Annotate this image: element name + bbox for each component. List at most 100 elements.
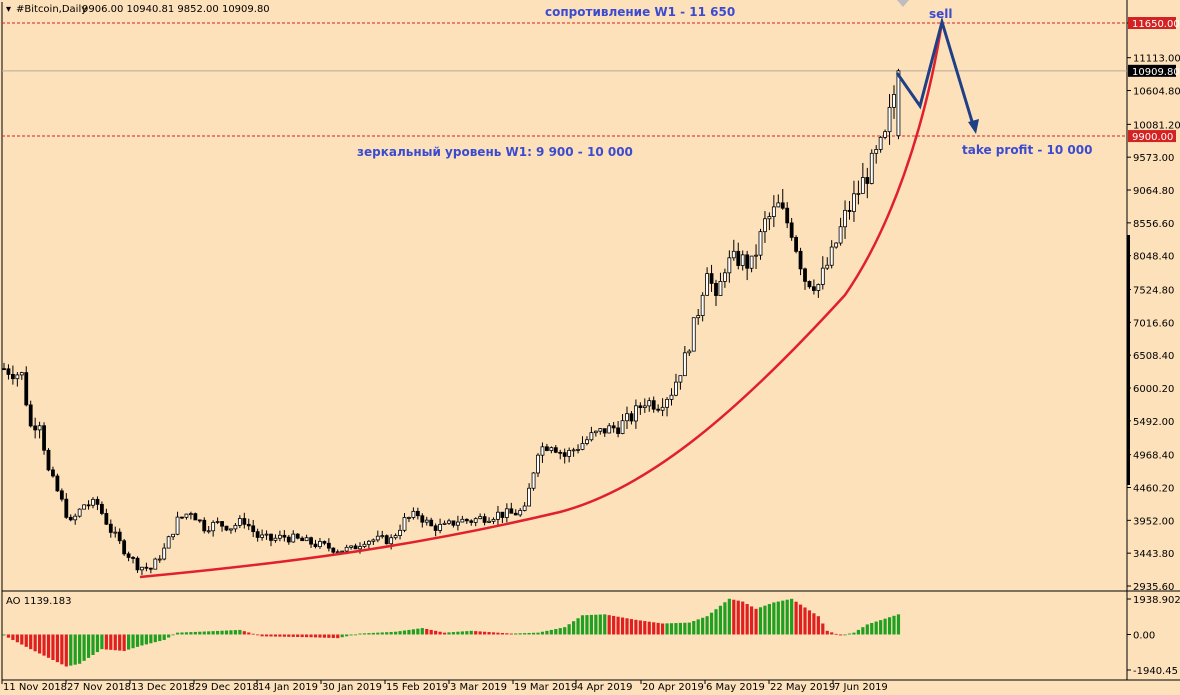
time-tick-label: 13 Dec 2018	[131, 682, 195, 693]
ao-bar	[385, 632, 389, 635]
price-marker-box	[1128, 17, 1176, 29]
candle-body	[331, 547, 336, 553]
ao-bar	[100, 634, 104, 650]
price-tick-label: 3443.80	[1133, 549, 1174, 560]
trend-curve[interactable]	[139, 21, 944, 579]
candle-body	[700, 294, 705, 316]
candle-body	[687, 350, 692, 354]
ao-bar	[331, 634, 335, 638]
price-tick-label: 6000.20	[1133, 384, 1174, 395]
candle-body	[491, 518, 496, 522]
candle-body	[642, 405, 647, 408]
ao-bar	[758, 607, 763, 635]
price-tick-label: 7524.80	[1133, 286, 1174, 297]
candle-body	[206, 530, 211, 533]
level-lines	[2, 22, 1127, 137]
ohlc-readout: 9906.00 10940.81 9852.00 10909.80	[82, 4, 270, 15]
candle-body	[2, 368, 6, 371]
ao-bar	[20, 634, 24, 645]
arrowhead-icon	[968, 119, 979, 134]
candle-body	[656, 408, 661, 411]
candle-body	[504, 508, 509, 518]
ao-bar	[563, 627, 567, 635]
ao-bar	[732, 599, 736, 635]
time-tick-label: 6 May 2019	[706, 682, 765, 693]
dropdown-arrow-icon[interactable]: ▾	[6, 4, 11, 15]
ao-bar	[469, 630, 473, 635]
ao-bar	[821, 623, 825, 635]
ao-bar	[336, 634, 340, 639]
ao-bar	[38, 634, 42, 654]
candle-body	[852, 193, 856, 212]
candle-body	[602, 428, 607, 434]
candle-body	[634, 405, 638, 422]
time-tick-label: 11 Nov 2018	[3, 682, 67, 693]
candle-body	[86, 504, 91, 507]
candle-body	[313, 543, 318, 548]
ao-bar	[389, 631, 393, 635]
candle-body	[10, 374, 15, 380]
ao-bar	[287, 634, 291, 637]
price-tick-label: 3952.00	[1133, 516, 1174, 527]
ao-bar	[536, 632, 540, 635]
candle-body	[135, 557, 140, 571]
ao-bar	[167, 634, 171, 638]
candle-body	[251, 525, 256, 533]
candle-body	[816, 284, 821, 291]
candle-body	[318, 541, 322, 548]
candle-body	[496, 511, 500, 520]
candle-body	[82, 504, 86, 510]
candle-body	[171, 533, 176, 538]
candle-body	[233, 524, 238, 530]
chart-shift-marker-icon[interactable]	[897, 0, 909, 7]
candle-body	[469, 520, 474, 523]
ao-bar	[883, 618, 887, 635]
candle-body	[678, 375, 683, 383]
ao-bar	[531, 632, 536, 635]
ao-bar	[678, 622, 682, 635]
candle-body	[295, 533, 300, 539]
ao-bar	[376, 632, 380, 635]
candle-body	[593, 430, 598, 434]
candle-body	[389, 537, 394, 545]
ao-bar	[781, 600, 785, 635]
candle-body	[589, 432, 594, 441]
candle-body	[482, 516, 487, 523]
price-marker-label: 10909.80	[1132, 67, 1180, 78]
sell-annotation: sell	[929, 7, 953, 21]
ao-bar	[135, 634, 140, 647]
candle-body	[749, 255, 754, 269]
time-tick-label: 14 Jan 2019	[258, 682, 318, 693]
ao-bar	[540, 631, 545, 635]
ao-bar	[527, 632, 531, 635]
ao-bar	[371, 632, 375, 635]
ao-bar	[69, 634, 73, 666]
ao-tick-label: -1940.45	[1133, 666, 1178, 677]
candle-body	[629, 413, 634, 422]
ao-bar	[264, 634, 269, 637]
ao-bar	[29, 634, 33, 650]
ao-bar	[91, 634, 95, 655]
candle-body	[473, 518, 478, 523]
ao-bar	[549, 629, 553, 635]
ao-bar	[282, 634, 286, 637]
ao-bar	[460, 631, 464, 635]
time-tick-label: 19 Mar 2019	[514, 682, 577, 693]
candle-body	[6, 368, 11, 375]
candle-body	[740, 254, 745, 266]
price-scale-scroll[interactable]	[1127, 235, 1130, 485]
candle-body	[117, 531, 122, 542]
ao-bar	[438, 631, 442, 635]
ao-bar	[523, 633, 527, 635]
ao-bar	[714, 609, 718, 635]
candle-body	[148, 567, 153, 570]
candle-body	[366, 540, 371, 545]
forecast-zigzag[interactable]	[895, 16, 976, 129]
ao-bar	[402, 630, 407, 635]
candle-body	[202, 519, 207, 532]
ao-bar	[496, 632, 500, 635]
ao-bar	[349, 634, 353, 636]
ao-bar	[861, 627, 865, 635]
ao-bar	[509, 633, 513, 635]
ao-bar	[776, 601, 780, 635]
